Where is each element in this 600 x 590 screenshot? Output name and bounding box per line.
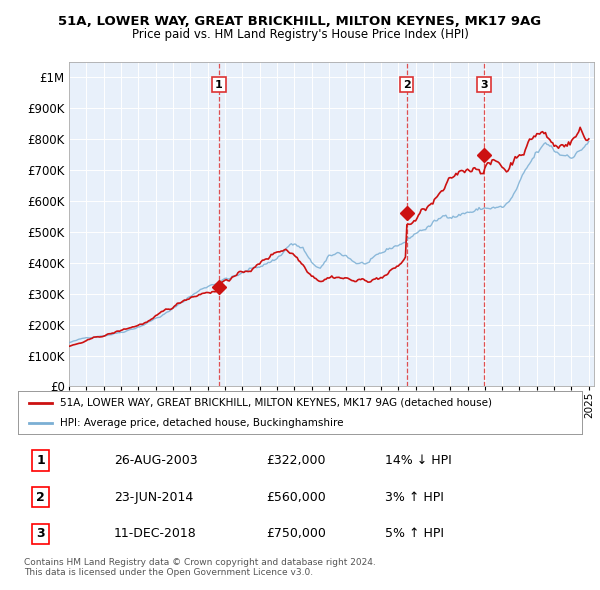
Text: 3% ↑ HPI: 3% ↑ HPI (385, 490, 443, 504)
Text: 2: 2 (36, 490, 45, 504)
Text: 51A, LOWER WAY, GREAT BRICKHILL, MILTON KEYNES, MK17 9AG: 51A, LOWER WAY, GREAT BRICKHILL, MILTON … (58, 15, 542, 28)
Text: 3: 3 (480, 80, 488, 90)
Text: 1: 1 (215, 80, 223, 90)
Text: 51A, LOWER WAY, GREAT BRICKHILL, MILTON KEYNES, MK17 9AG (detached house): 51A, LOWER WAY, GREAT BRICKHILL, MILTON … (60, 398, 493, 408)
Text: HPI: Average price, detached house, Buckinghamshire: HPI: Average price, detached house, Buck… (60, 418, 344, 428)
Text: 2: 2 (403, 80, 410, 90)
Text: 1: 1 (36, 454, 45, 467)
Text: £750,000: £750,000 (266, 527, 326, 540)
Text: 26-AUG-2003: 26-AUG-2003 (114, 454, 197, 467)
Text: 11-DEC-2018: 11-DEC-2018 (114, 527, 197, 540)
Text: Price paid vs. HM Land Registry's House Price Index (HPI): Price paid vs. HM Land Registry's House … (131, 28, 469, 41)
Text: £322,000: £322,000 (266, 454, 326, 467)
Text: 5% ↑ HPI: 5% ↑ HPI (385, 527, 443, 540)
Text: Contains HM Land Registry data © Crown copyright and database right 2024.
This d: Contains HM Land Registry data © Crown c… (24, 558, 376, 577)
Text: 23-JUN-2014: 23-JUN-2014 (114, 490, 193, 504)
Text: 3: 3 (36, 527, 45, 540)
Text: 14% ↓ HPI: 14% ↓ HPI (385, 454, 451, 467)
Text: £560,000: £560,000 (266, 490, 326, 504)
